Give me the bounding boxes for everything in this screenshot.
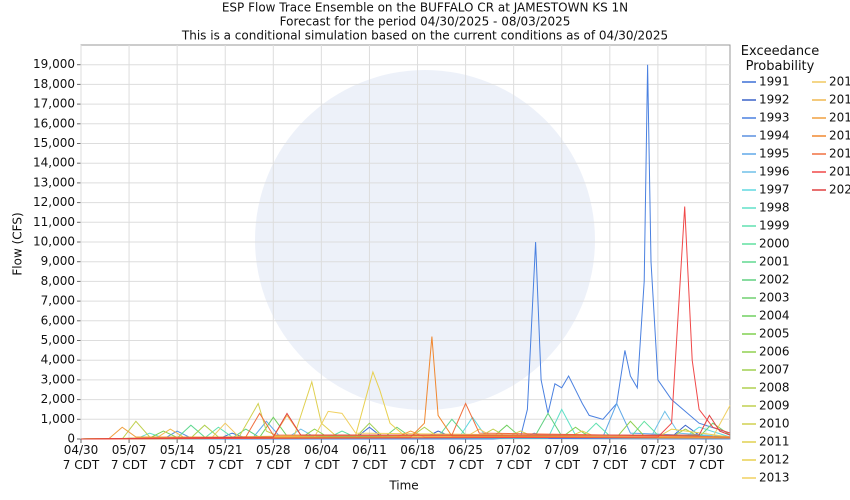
legend-label: 2010 [759, 417, 790, 431]
x-tick-label: 06/04 7 CDT [303, 443, 340, 472]
legend-label: 2012 [759, 453, 790, 467]
legend-label: 2009 [759, 399, 790, 413]
y-tick-label: 18,000 [33, 77, 75, 91]
y-tick-label: 7,000 [41, 294, 75, 308]
chart-title: ESP Flow Trace Ensemble on the BUFFALO C… [222, 1, 628, 15]
legend-label: 2013 [759, 471, 790, 485]
legend-label: 1993 [759, 111, 790, 125]
legend-label: 2019 [829, 165, 850, 179]
legend-label: 1997 [759, 183, 790, 197]
y-tick-label: 2,000 [41, 392, 75, 406]
y-tick-label: 1,000 [41, 412, 75, 426]
x-tick-label: 05/14 7 CDT [158, 443, 196, 472]
legend-label: 2000 [759, 237, 790, 251]
x-tick-label: 05/07 7 CDT [110, 443, 148, 472]
y-tick-label: 14,000 [33, 156, 75, 170]
y-tick-label: 3,000 [41, 372, 75, 386]
legend-label: 1995 [759, 147, 790, 161]
y-tick-label: 16,000 [33, 116, 75, 130]
x-tick-label: 04/30 7 CDT [62, 443, 100, 472]
legend-label: 2020 [829, 183, 850, 197]
x-tick-label: 07/30 7 CDT [687, 443, 725, 472]
x-tick-label: 07/16 7 CDT [591, 443, 629, 472]
y-axis-label: Flow (CFS) [11, 212, 25, 275]
legend-label: 2007 [759, 363, 790, 377]
legend-label: 1991 [759, 75, 790, 89]
x-tick-label: 07/02 7 CDT [495, 443, 532, 472]
x-tick-label: 05/28 7 CDT [255, 443, 292, 472]
legend-label: 2014 [829, 75, 850, 89]
x-tick-label: 06/25 7 CDT [447, 443, 484, 472]
legend-label: 2018 [829, 147, 850, 161]
legend-label: 1996 [759, 165, 790, 179]
y-tick-label: 9,000 [41, 254, 75, 268]
legend-label: 2002 [759, 273, 790, 287]
y-tick-label: 4,000 [41, 353, 75, 367]
x-tick-label: 05/21 7 CDT [207, 443, 244, 472]
legend-label: 2004 [759, 309, 790, 323]
legend-label: 2003 [759, 291, 790, 305]
watermark [255, 70, 595, 410]
legend-label: 2017 [829, 129, 850, 143]
legend-label: 2006 [759, 345, 790, 359]
y-tick-label: 8,000 [41, 274, 75, 288]
y-tick-label: 5,000 [41, 333, 75, 347]
series-line [81, 64, 731, 440]
legend-label: 1994 [759, 129, 790, 143]
legend-label: 1999 [759, 219, 790, 233]
y-tick-label: 11,000 [33, 215, 75, 229]
series-line [80, 412, 731, 440]
chart-subtitle: Forecast for the period 04/30/2025 - 08/… [280, 15, 571, 29]
legend-label: 2011 [759, 435, 790, 449]
legend-label: 2005 [759, 327, 790, 341]
y-tick-label: 19,000 [33, 57, 75, 71]
legend-label: 2008 [759, 381, 790, 395]
y-tick-label: 6,000 [41, 313, 75, 327]
series-line [80, 336, 731, 440]
y-tick-label: 12,000 [33, 195, 75, 209]
legend-label: 1992 [759, 93, 790, 107]
legend-label: 2016 [829, 111, 850, 125]
y-tick-label: 0 [67, 432, 75, 446]
series-line [80, 370, 731, 440]
legend-label: 2001 [759, 255, 790, 269]
legend-label: 1998 [759, 201, 790, 215]
y-tick-label: 10,000 [33, 235, 75, 249]
x-tick-label: 06/11 7 CDT [351, 443, 388, 472]
y-tick-label: 15,000 [33, 136, 75, 150]
x-tick-label: 06/18 7 CDT [399, 443, 436, 472]
chart-note: This is a conditional simulation based o… [181, 29, 668, 43]
y-tick-label: 13,000 [33, 175, 75, 189]
x-tick-label: 07/09 7 CDT [543, 443, 580, 472]
y-tick-label: 17,000 [33, 97, 75, 111]
legend-title: Exceedance Probability [740, 44, 820, 74]
x-tick-label: 07/23 7 CDT [639, 443, 677, 472]
legend-label: 2015 [829, 93, 850, 107]
x-axis-label: Time [388, 479, 418, 493]
